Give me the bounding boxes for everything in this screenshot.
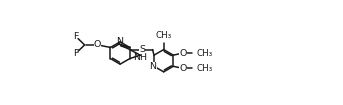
Text: NH: NH: [133, 53, 147, 62]
Text: O: O: [94, 40, 101, 49]
Text: S: S: [139, 45, 145, 54]
Text: N: N: [116, 37, 123, 47]
Text: CH₃: CH₃: [197, 64, 213, 73]
Text: O: O: [179, 64, 187, 73]
Text: CH₃: CH₃: [197, 49, 213, 58]
Text: CH₃: CH₃: [155, 31, 172, 40]
Text: O: O: [179, 49, 187, 58]
Text: F: F: [73, 32, 79, 41]
Text: N: N: [150, 62, 156, 71]
Text: F: F: [73, 49, 79, 58]
